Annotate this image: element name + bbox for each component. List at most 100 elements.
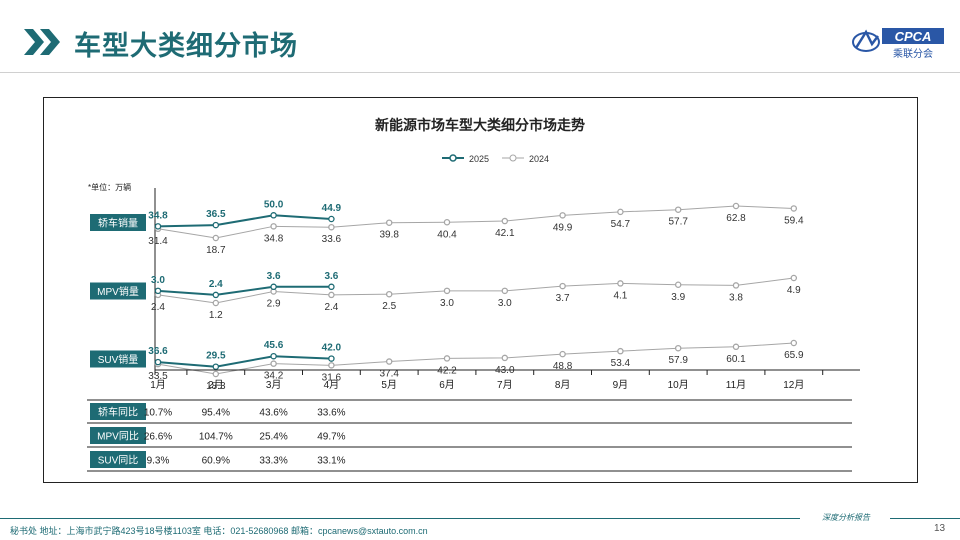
data-label-2024: 54.7 (611, 219, 631, 230)
data-label-2024: 57.9 (668, 355, 688, 366)
table-cell: 49.7% (317, 432, 345, 443)
data-point-2025 (212, 291, 220, 299)
chart-container: 新能源市场车型大类细分市场走势 2025 2024 *单位：万辆 轿车销量 31.… (43, 97, 918, 483)
data-point-2024 (732, 282, 740, 289)
x-tick-label: 5月 (381, 379, 397, 391)
data-label-2024: 4.1 (613, 290, 627, 301)
data-point-2024 (790, 339, 798, 347)
cpca-logo: CPCA 乘联分会 (852, 28, 944, 60)
data-point-2024 (501, 287, 509, 295)
data-label-2025: 3.6 (267, 271, 281, 282)
data-point-2024 (328, 223, 335, 231)
table-cell: 10.7% (144, 408, 172, 419)
data-label-2024: 49.9 (553, 222, 573, 233)
data-label-2024: 53.4 (611, 358, 631, 369)
data-label-2025: 34.8 (148, 210, 168, 221)
data-label-2024: 34.8 (264, 233, 284, 244)
data-label-2024: 3.9 (671, 292, 685, 303)
chart-legend: 2025 2024 (442, 154, 549, 164)
unit-note: *单位：万辆 (88, 182, 131, 192)
data-label-2025: 45.6 (264, 340, 284, 351)
data-point-2024 (385, 290, 393, 298)
table-row-label-box (90, 403, 146, 420)
data-label-2025: 2.4 (209, 279, 223, 290)
panel-label-box (90, 282, 146, 300)
data-point-2025 (154, 358, 162, 366)
panel-label-box (90, 350, 146, 368)
page-title: 车型大类细分市场 (74, 31, 298, 61)
data-point-2025 (154, 223, 162, 230)
table-cell: 33.6% (317, 408, 345, 419)
data-point-2024 (212, 370, 220, 378)
data-label-2024: 37.4 (379, 369, 399, 380)
page-number: 13 (934, 523, 946, 534)
double-chevron-icon (24, 29, 60, 55)
data-point-2024 (674, 206, 682, 213)
x-tick-label: 6月 (439, 379, 455, 391)
series-line-2025 (157, 285, 332, 296)
legend-label-2025: 2025 (469, 154, 489, 164)
data-label-2025: 50.0 (264, 199, 284, 210)
data-point-2025 (328, 215, 335, 223)
logo-subtext: 乘联分会 (893, 47, 933, 60)
data-point-2024 (674, 344, 682, 352)
data-point-2024 (212, 299, 220, 307)
table-cell: 60.9% (202, 456, 230, 467)
table-row-label-box (90, 451, 146, 468)
x-tick-label: 9月 (613, 379, 629, 391)
data-label-2025: 44.9 (322, 203, 342, 214)
data-point-2024 (328, 291, 335, 299)
table-cell: 25.4% (259, 432, 287, 443)
data-label-2024: 3.8 (729, 292, 743, 303)
footer-divider (0, 518, 800, 519)
data-label-2025: 3.6 (324, 271, 338, 282)
table-row-label: MPV同比 (97, 431, 139, 443)
data-label-2024: 34.2 (264, 371, 284, 382)
table-cell: 33.3% (259, 456, 287, 467)
panel-label: 轿车销量 (98, 217, 138, 230)
header-divider (0, 72, 960, 73)
series-line-2025 (157, 214, 332, 228)
table-cell: 9.3% (147, 456, 170, 467)
data-point-2025 (212, 221, 220, 229)
data-label-2024: 33.6 (322, 234, 342, 245)
data-label-2024: 57.7 (668, 217, 688, 228)
chart-title: 新能源市场车型大类细分市场走势 (375, 117, 585, 133)
data-label-2024: 3.7 (556, 293, 570, 304)
data-label-2024: 48.8 (553, 361, 573, 372)
data-label-2025: 36.5 (206, 209, 226, 220)
data-label-2024: 33.5 (148, 371, 168, 382)
data-label-2024: 2.9 (267, 299, 281, 310)
data-point-2024 (328, 362, 335, 369)
series-line-2024 (157, 277, 794, 304)
data-label-2025: 36.6 (148, 346, 168, 357)
data-point-2024 (270, 223, 277, 230)
data-point-2025 (212, 363, 220, 370)
table-cell: 43.6% (259, 408, 287, 419)
x-tick-label: 8月 (555, 379, 571, 391)
data-label-2024: 60.1 (726, 354, 746, 365)
data-point-2024 (617, 280, 624, 287)
x-tick-label: 11月 (726, 379, 746, 391)
data-label-2024: 2.5 (382, 301, 396, 312)
data-point-2024 (270, 360, 277, 367)
data-label-2024: 3.0 (498, 298, 512, 309)
series-line-2025 (157, 355, 332, 368)
data-point-2024 (443, 355, 451, 362)
data-label-2024: 40.4 (437, 229, 457, 240)
panel-label: MPV销量 (97, 285, 139, 298)
data-point-2024 (501, 217, 509, 225)
series-line-2024 (157, 205, 794, 239)
data-point-2024 (212, 234, 220, 242)
data-label-2024: 59.4 (784, 215, 804, 226)
footer-slogan: 深度分析报告 (822, 513, 870, 522)
footer-divider-right (890, 518, 960, 519)
data-label-2024: 2.4 (151, 302, 165, 313)
table-cell: 33.1% (317, 456, 345, 467)
data-label-2024: 3.0 (440, 298, 454, 309)
panel-label-box (90, 214, 146, 231)
series-line-2024 (157, 342, 794, 375)
x-tick-label: 12月 (783, 379, 804, 391)
data-label-2024: 39.8 (379, 230, 399, 241)
data-label-2024: 65.9 (784, 350, 804, 361)
